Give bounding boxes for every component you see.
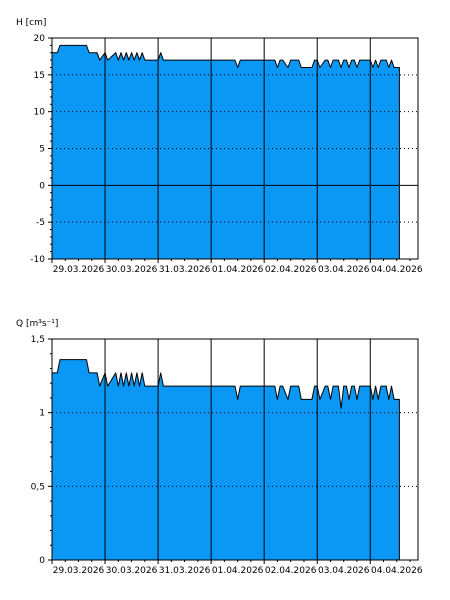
discharge-y-axis-label: Q [m³s⁻¹] (16, 319, 58, 329)
water-level-y-axis-label: H [cm] (16, 18, 46, 28)
water-level-chart: -10 -5 0 5 10 15 20 29.03.2026 30.03.2026 31.03.2… (16, 18, 423, 275)
y-tick-label: -5 (36, 218, 45, 228)
y-tick-label: 5 (39, 145, 45, 155)
y-tick-label: 20 (34, 34, 46, 44)
y-tick-label: 0 (39, 181, 45, 191)
x-tick-label: 29.03.2026 (53, 265, 105, 275)
x-tick-label: 31.03.2026 (159, 566, 211, 576)
discharge-series-area (51, 359, 400, 561)
discharge-chart: 0 0,5 1 1,5 29.03.2026 30.03.2026 31.03.2026 01… (16, 319, 423, 576)
x-tick-label: 30.03.2026 (106, 566, 158, 576)
y-tick-label: -10 (30, 255, 45, 265)
x-tick-label: 02.04.2026 (265, 265, 317, 275)
y-tick-label: 10 (34, 108, 46, 118)
y-tick-label: 0 (39, 556, 45, 566)
x-tick-label: 01.04.2026 (212, 265, 264, 275)
y-tick-label: 15 (34, 71, 45, 81)
x-tick-label: 03.04.2026 (318, 265, 370, 275)
water-level-series-area (51, 44, 400, 260)
x-tick-label: 02.04.2026 (265, 566, 317, 576)
discharge-plot-frame (51, 338, 419, 561)
x-tick-label: 04.04.2026 (371, 265, 423, 275)
y-tick-label: 1,5 (31, 335, 45, 345)
x-tick-label: 04.04.2026 (371, 566, 423, 576)
x-tick-label: 29.03.2026 (53, 566, 105, 576)
x-tick-label: 01.04.2026 (212, 566, 264, 576)
y-tick-label: 0,5 (31, 482, 45, 492)
x-tick-label: 30.03.2026 (106, 265, 158, 275)
x-tick-label: 31.03.2026 (159, 265, 211, 275)
y-tick-label: 1 (39, 409, 45, 419)
x-tick-label: 03.04.2026 (318, 566, 370, 576)
